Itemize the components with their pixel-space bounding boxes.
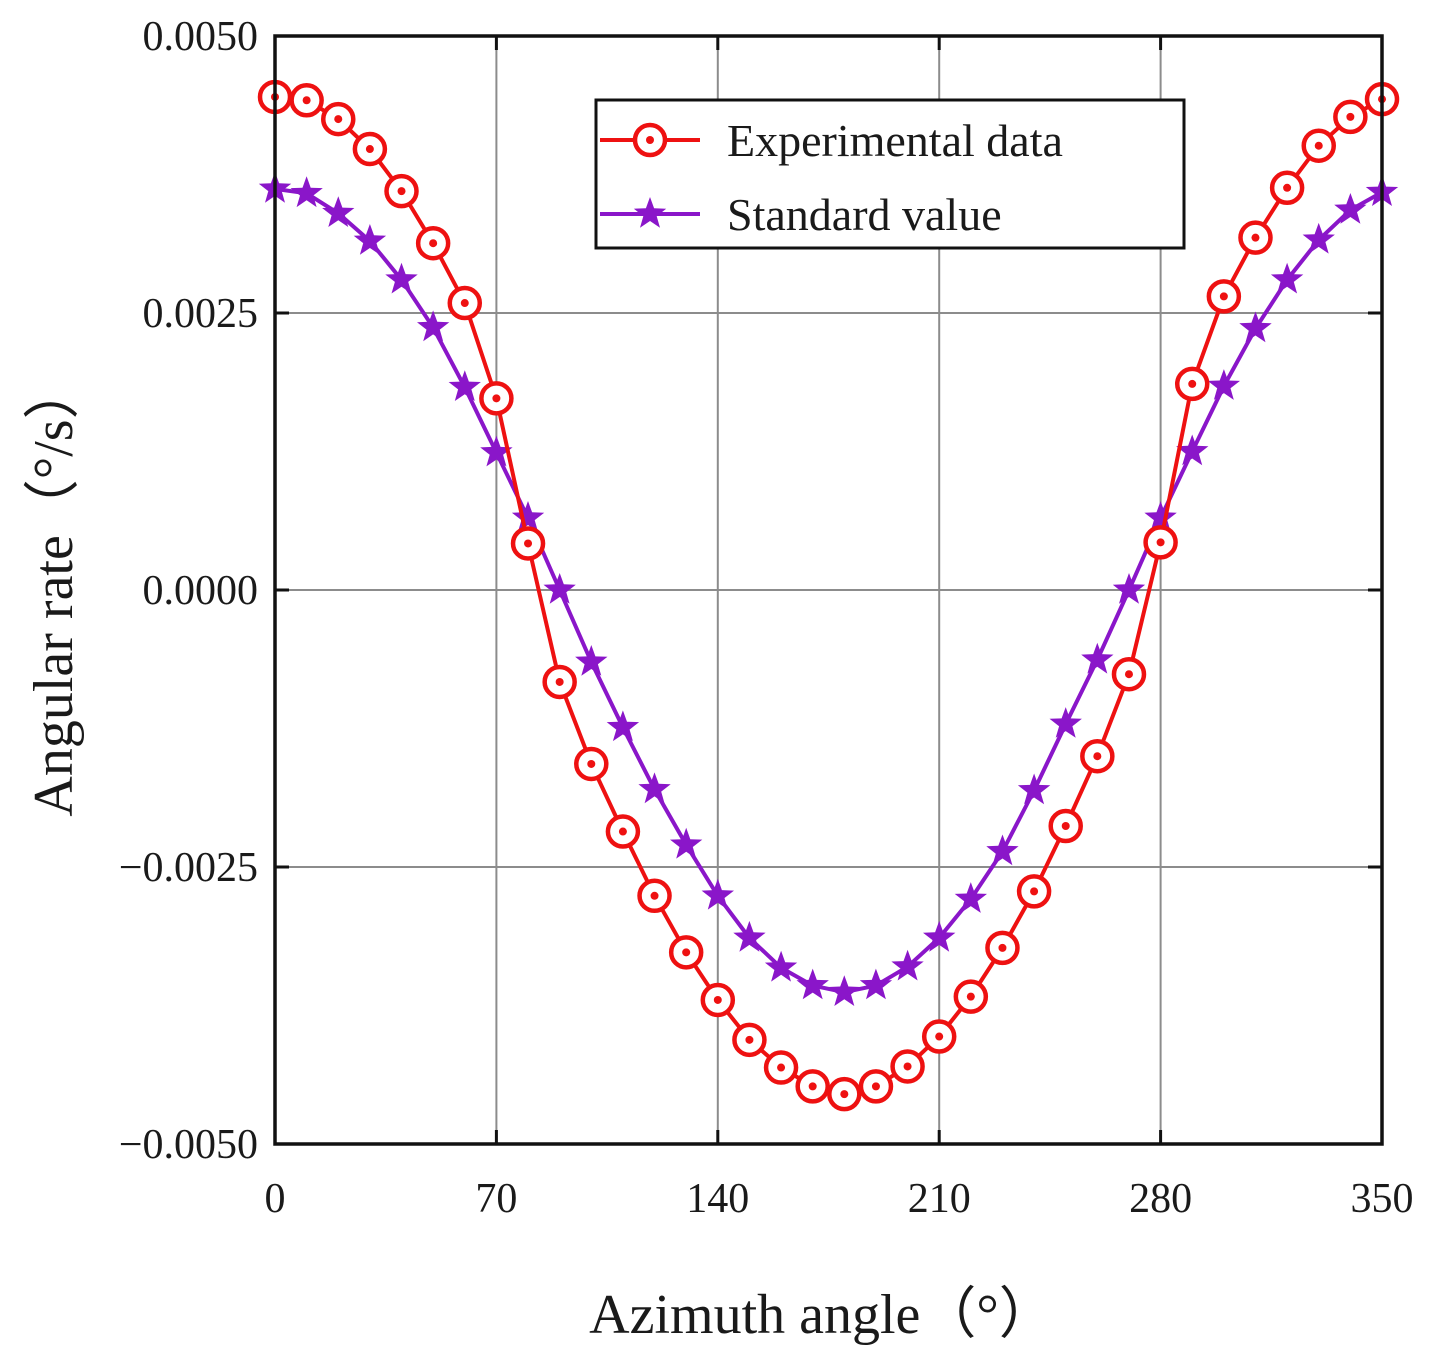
data-point: [1334, 193, 1367, 224]
data-point: [448, 370, 481, 401]
data-point: [1176, 434, 1209, 466]
data-point: [1239, 311, 1272, 343]
x-axis-title: Azimuth angle（°）: [589, 1284, 1055, 1346]
data-point-center: [713, 995, 722, 1004]
data-point: [385, 262, 418, 294]
legend-marker-star: [633, 197, 667, 228]
data-point: [923, 920, 956, 952]
series-layer: [257, 79, 1400, 1112]
data-point-center: [1251, 233, 1260, 242]
data-point-center: [334, 115, 343, 124]
x-tick-label: 210: [908, 1176, 971, 1222]
data-point: [322, 196, 355, 227]
data-point-center: [1219, 292, 1228, 301]
data-point-center: [998, 943, 1007, 952]
data-point-center: [555, 677, 564, 686]
data-point-center: [1346, 112, 1355, 121]
series-line: [274, 186, 1383, 995]
data-point: [733, 920, 766, 952]
data-point-center: [1314, 141, 1323, 150]
data-point: [859, 968, 893, 1000]
ticks: 0 70 140 210 280 350 −0.0050 −0.0025 0.0000 0.002…: [119, 14, 1414, 1222]
data-point-center: [871, 1082, 880, 1091]
data-point: [1144, 501, 1177, 532]
data-point: [1049, 707, 1082, 738]
legend: Experimental data Standard value: [594, 98, 1186, 250]
data-point-center: [650, 891, 659, 900]
data-point-center: [1093, 752, 1102, 761]
data-point-center: [1030, 887, 1039, 896]
data-point: [1081, 642, 1114, 674]
data-point-center: [618, 827, 627, 836]
data-point-center: [1283, 183, 1292, 192]
legend-marker-circle-center: [646, 136, 654, 144]
data-point: [1017, 773, 1051, 805]
legend-label-standard: Standard value: [727, 189, 1002, 240]
data-point-center: [397, 187, 406, 196]
data-point: [480, 435, 513, 467]
data-point: [986, 834, 1019, 866]
data-point-center: [1061, 822, 1070, 831]
data-point: [891, 949, 924, 981]
y-tick-label: −0.0050: [119, 1122, 258, 1168]
data-point-center: [492, 394, 501, 403]
data-point: [543, 573, 576, 604]
y-tick-label: 0.0000: [143, 568, 259, 614]
y-tick-label: −0.0025: [119, 845, 258, 891]
data-point: [575, 645, 608, 676]
data-point: [638, 772, 671, 804]
data-point-center: [777, 1063, 786, 1072]
series-standard: [258, 171, 1399, 1006]
data-point: [796, 968, 829, 1000]
x-tick-label: 70: [475, 1176, 517, 1222]
data-point-center: [808, 1082, 817, 1091]
data-point-center: [966, 992, 975, 1001]
y-axis-title: Angular rate（°/s）: [23, 363, 85, 816]
series-experimental: [257, 79, 1400, 1112]
x-tick-label: 280: [1129, 1176, 1192, 1222]
data-point: [353, 224, 387, 255]
legend-label-experimental: Experimental data: [727, 115, 1063, 166]
data-point-center: [1156, 538, 1165, 547]
legend-marker-experimental: [632, 122, 668, 158]
data-point: [701, 878, 734, 910]
y-tick-label: 0.0025: [143, 291, 259, 337]
data-point: [1207, 369, 1240, 400]
data-point-center: [429, 239, 438, 248]
data-point-center: [1124, 670, 1133, 679]
data-point-center: [365, 145, 374, 154]
x-tick-label: 0: [265, 1176, 286, 1222]
data-point: [954, 882, 987, 913]
x-tick-label: 350: [1351, 1176, 1414, 1222]
data-point: [670, 827, 703, 859]
data-point: [606, 710, 640, 742]
y-tick-label: 0.0050: [143, 14, 259, 60]
data-point-center: [524, 539, 533, 548]
data-point: [1302, 222, 1335, 254]
data-point-center: [840, 1090, 849, 1099]
data-point: [1270, 262, 1304, 294]
data-point-center: [935, 1032, 944, 1041]
data-point: [511, 501, 545, 532]
legend-marker-standard: [633, 197, 667, 228]
data-point-center: [460, 299, 469, 308]
data-point: [417, 310, 450, 342]
data-point-center: [587, 759, 596, 768]
data-point: [1112, 573, 1146, 604]
data-point-center: [1188, 379, 1197, 388]
data-point-center: [682, 948, 691, 957]
data-point-center: [302, 96, 311, 105]
data-point-center: [903, 1062, 912, 1071]
legend-box: [594, 98, 1186, 250]
x-tick-label: 140: [686, 1176, 749, 1222]
data-point-center: [745, 1035, 754, 1044]
data-point: [290, 176, 323, 208]
data-point: [764, 950, 798, 982]
data-point: [828, 975, 861, 1006]
